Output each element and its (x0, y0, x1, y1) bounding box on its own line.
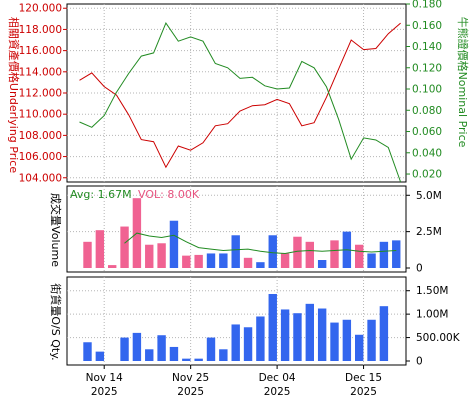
sqty-bar-13 (243, 327, 253, 361)
x-tick-day-2: Dec 04 (259, 372, 296, 384)
nominal-axis-title-en: Nominal Price (456, 72, 469, 148)
sqty-bar-15 (268, 293, 277, 361)
left-tick-label-8: 120.000 (19, 3, 62, 15)
sqty-bar-0 (83, 342, 92, 361)
nominal-axis-title: 牛熊證價格Nominal Price (456, 17, 470, 148)
volume-tick-label-1: 2.5M (416, 226, 442, 238)
underlying-axis-title: 相關資產價格Underlying Price (7, 17, 21, 173)
sqty-tick-label-0: 0 (416, 356, 423, 368)
left-tick-label-3: 110.000 (19, 109, 62, 121)
x-tick-day-0: Nov 14 (86, 372, 124, 384)
volume-bar-8 (182, 255, 191, 268)
volume-bar-18 (305, 241, 314, 268)
avg-volume-label: Avg: 1.67M (70, 188, 132, 201)
sqty-bar-22 (355, 334, 364, 361)
left-tick-label-5: 114.000 (19, 66, 62, 78)
right-tick-label-6: 0.140 (412, 41, 442, 53)
left-tick-label-0: 104.000 (19, 172, 62, 184)
volume-average-line (124, 232, 397, 255)
sqty-bar-4 (132, 332, 142, 361)
volume-bar-2 (108, 265, 117, 268)
right-tick-label-3: 0.080 (412, 105, 442, 117)
x-tick-year-0: 2025 (91, 386, 118, 398)
volume-bar-11 (219, 253, 228, 268)
volume-bar-17 (293, 236, 302, 268)
sqty-bar-20 (330, 322, 339, 361)
volume-bar-19 (317, 260, 327, 268)
volume-tick-label-0: 0 (416, 263, 423, 275)
right-tick-label-5: 0.120 (412, 62, 442, 74)
sqty-bar-11 (219, 349, 228, 361)
volume-bar-15 (268, 235, 277, 268)
volume-bar-1 (95, 230, 105, 268)
volume-bar-10 (206, 253, 216, 268)
right-tick-label-7: 0.160 (412, 20, 442, 32)
underlying-axis-title-cn: 相關資產價格 (7, 17, 21, 83)
right-tick-label-4: 0.100 (412, 84, 442, 96)
sqty-bar-17 (293, 313, 302, 361)
x-tick-year-3: 2025 (350, 386, 377, 398)
sqty-bar-9 (194, 358, 203, 361)
right-tick-label-2: 0.060 (412, 126, 442, 138)
volume-bar-20 (330, 240, 339, 268)
volume-bar-5 (145, 244, 154, 268)
volume-axis-title-en: Volume (49, 226, 62, 267)
sqty-bar-3 (120, 337, 129, 361)
sqty-tick-label-3: 1.50M (416, 285, 448, 297)
sqty-bar-6 (157, 335, 166, 361)
volume-bar-25 (392, 240, 401, 268)
volume-bar-3 (120, 226, 129, 268)
sqty-axis-title-cn: 街貨量 (49, 283, 63, 316)
latest-volume-label: VOL: 8.00K (138, 188, 200, 201)
nominal-axis-title-cn: 牛熊證價格 (456, 17, 470, 72)
left-tick-label-2: 108.000 (19, 130, 62, 142)
sqty-bar-1 (95, 351, 105, 361)
volume-bar-7 (169, 220, 179, 268)
left-tick-label-4: 112.000 (19, 88, 62, 100)
volume-bar-24 (379, 241, 389, 268)
right-tick-label-8: 0.180 (412, 0, 442, 11)
sqty-bar-18 (305, 303, 314, 361)
sqty-bar-24 (379, 306, 389, 361)
sqty-bar-14 (256, 316, 265, 361)
x-tick-year-2: 2025 (264, 386, 291, 398)
sqty-axis-title: 街貨量O/S Qty. (49, 283, 63, 360)
right-tick-label-1: 0.040 (412, 147, 442, 159)
volume-axis-title: 成交量Volume (49, 193, 63, 267)
x-tick-day-3: Dec 15 (345, 372, 382, 384)
volume-bar-12 (231, 235, 240, 268)
x-tick-day-1: Nov 25 (172, 372, 209, 384)
sqty-tick-label-1: 500.00K (416, 332, 461, 344)
nominal-price-line (79, 22, 402, 183)
sqty-bar-19 (317, 308, 327, 361)
sqty-bar-21 (342, 319, 352, 361)
left-tick-label-1: 106.000 (19, 151, 62, 163)
volume-tick-label-2: 5.0M (416, 190, 442, 202)
underlying-price-line (79, 22, 401, 169)
sqty-bar-16 (280, 309, 290, 361)
volume-bar-0 (83, 241, 92, 268)
sqty-tick-label-2: 1.00M (416, 309, 448, 321)
volume-bar-23 (367, 253, 376, 268)
volume-bar-9 (194, 254, 203, 268)
sqty-axis-title-en: O/S Qty. (49, 316, 62, 360)
sqty-bar-10 (206, 337, 216, 361)
underlying-axis-title-en: Underlying Price (7, 83, 20, 173)
sqty-bar-23 (367, 319, 376, 361)
volume-bar-22 (355, 244, 364, 268)
sqty-bar-12 (231, 324, 240, 361)
volume-bar-14 (256, 262, 265, 268)
x-tick-year-1: 2025 (177, 386, 204, 398)
right-tick-label-0: 0.020 (412, 169, 442, 181)
left-tick-label-7: 118.000 (19, 24, 62, 36)
volume-bar-13 (243, 257, 253, 268)
sqty-bar-5 (145, 349, 154, 361)
volume-bar-6 (157, 243, 166, 268)
left-tick-label-6: 116.000 (19, 45, 62, 57)
sqty-bar-7 (169, 346, 179, 361)
volume-bar-16 (280, 253, 290, 268)
volume-axis-title-cn: 成交量 (49, 193, 63, 226)
sqty-bar-8 (182, 358, 191, 361)
